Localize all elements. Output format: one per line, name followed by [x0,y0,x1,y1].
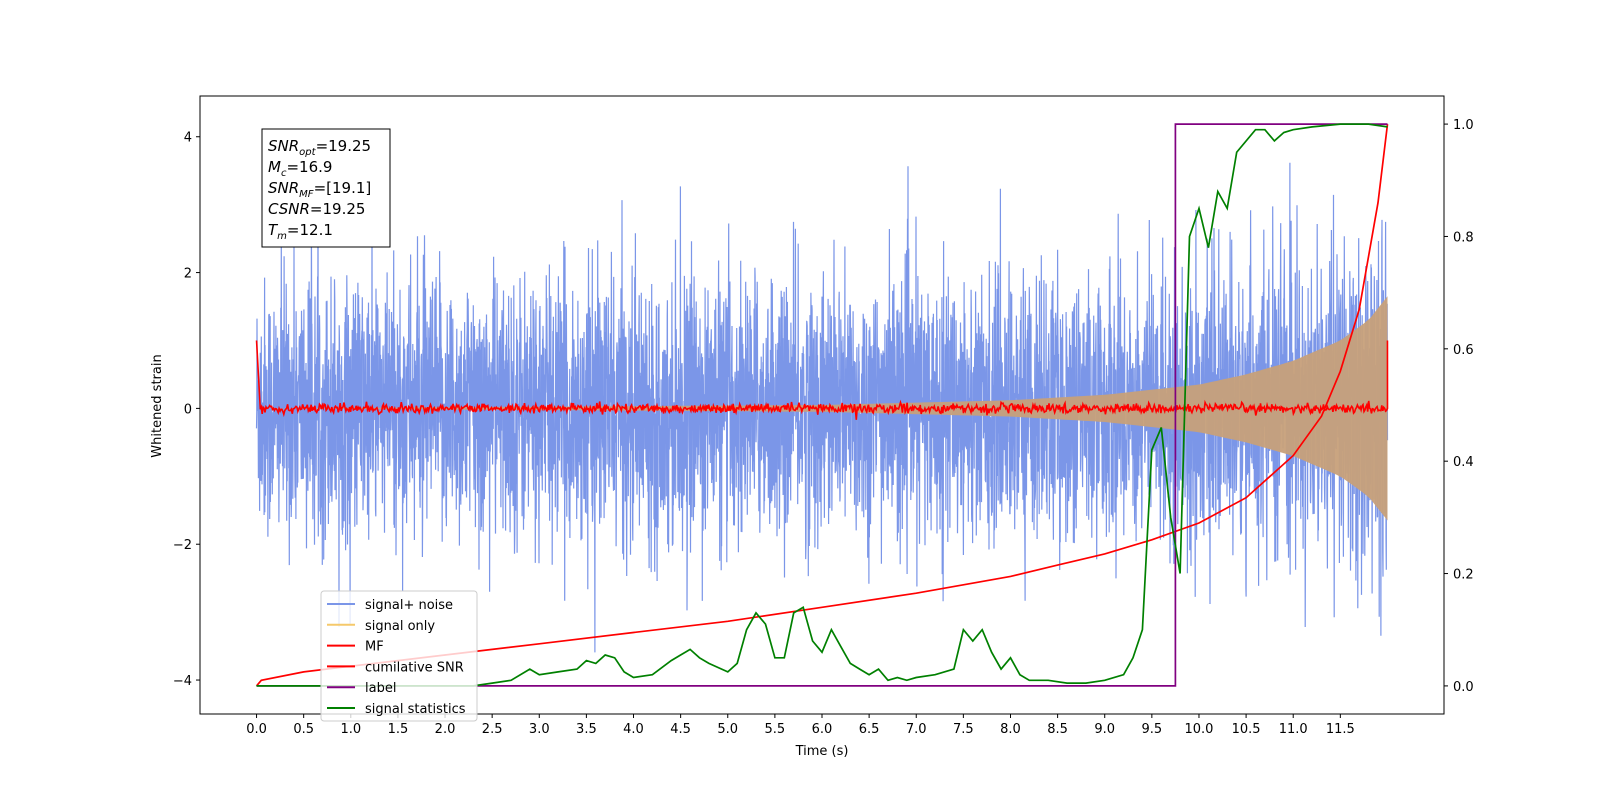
legend-label: signal+ noise [365,598,453,613]
annotation-line: Tm=12.1 [268,221,333,242]
y2-tick-label: 0.8 [1453,230,1474,245]
x-axis: 0.0 0.5 1.0 1.5 2.0 2.5 3.0 3.5 4.0 4.5 5.0 5.5 6.0 6… [246,714,1355,737]
x-tick-label: 2.0 [435,722,456,737]
y-axis-right: 0.0 0.2 0.4 0.6 0.8 1.0 [1444,118,1474,695]
y-tick-label: 0 [184,402,192,417]
x-tick-label: 9.0 [1094,722,1115,737]
x-tick-label: 3.5 [576,722,597,737]
legend-frame [320,590,478,722]
x-tick-label: 10.0 [1184,722,1213,737]
x-tick-label: 4.0 [623,722,644,737]
x-tick-label: 2.5 [482,722,503,737]
annotation-frame [261,128,391,248]
x-tick-label: 9.5 [1142,722,1163,737]
y2-tick-label: 0.4 [1453,455,1474,470]
series-signal-statistics [256,123,1388,687]
annotation-line: SNRMF=[19.1] [268,179,371,200]
legend-label: label [365,681,396,696]
y2-tick-label: 0.6 [1453,343,1474,358]
y2-tick-label: 0.0 [1453,680,1474,695]
y-tick-label: 2 [184,267,192,282]
x-tick-label: 7.5 [953,722,974,737]
legend: signal+ noise signal only MF cumilative SNR… [320,590,478,722]
y-tick-label: 4 [184,131,192,146]
x-tick-label: 8.5 [1047,722,1068,737]
series-label [256,123,1388,687]
y2-tick-label: 1.0 [1453,118,1474,133]
annotation-line: CSNR=19.25 [268,200,365,218]
annotation-line: Mc=16.9 [268,158,332,179]
x-tick-label: 11.5 [1326,722,1355,737]
legend-label: signal only [365,619,435,634]
y-tick-label: −4 [173,674,192,689]
x-tick-label: 7.0 [906,722,927,737]
annotation-box: SNRopt=19.25Mc=16.9SNRMF=[19.1]CSNR=19.2… [261,128,391,248]
y-axis-left: −4 −2 0 2 4 [173,131,200,689]
x-axis-label: Time (s) [795,744,849,759]
legend-label: cumilative SNR [365,660,464,675]
x-tick-label: 5.5 [765,722,786,737]
y-tick-label: −2 [173,538,192,553]
x-tick-label: 3.0 [529,722,550,737]
x-tick-label: 10.5 [1232,722,1261,737]
y-axis-label: Whitened strain [150,354,165,457]
x-tick-label: 4.5 [670,722,691,737]
x-tick-label: 1.0 [340,722,361,737]
x-tick-label: 0.5 [293,722,314,737]
x-tick-label: 0.0 [246,722,267,737]
x-tick-label: 1.5 [388,722,409,737]
x-tick-label: 8.0 [1000,722,1021,737]
x-tick-label: 6.0 [812,722,833,737]
legend-label: MF [365,640,384,655]
legend-label: signal statistics [365,702,466,717]
y2-tick-label: 0.2 [1453,568,1474,583]
x-tick-label: 11.0 [1279,722,1308,737]
series-mf [255,340,1389,420]
annotation-line: SNRopt=19.25 [268,137,371,158]
x-tick-label: 6.5 [859,722,880,737]
x-tick-label: 5.0 [717,722,738,737]
